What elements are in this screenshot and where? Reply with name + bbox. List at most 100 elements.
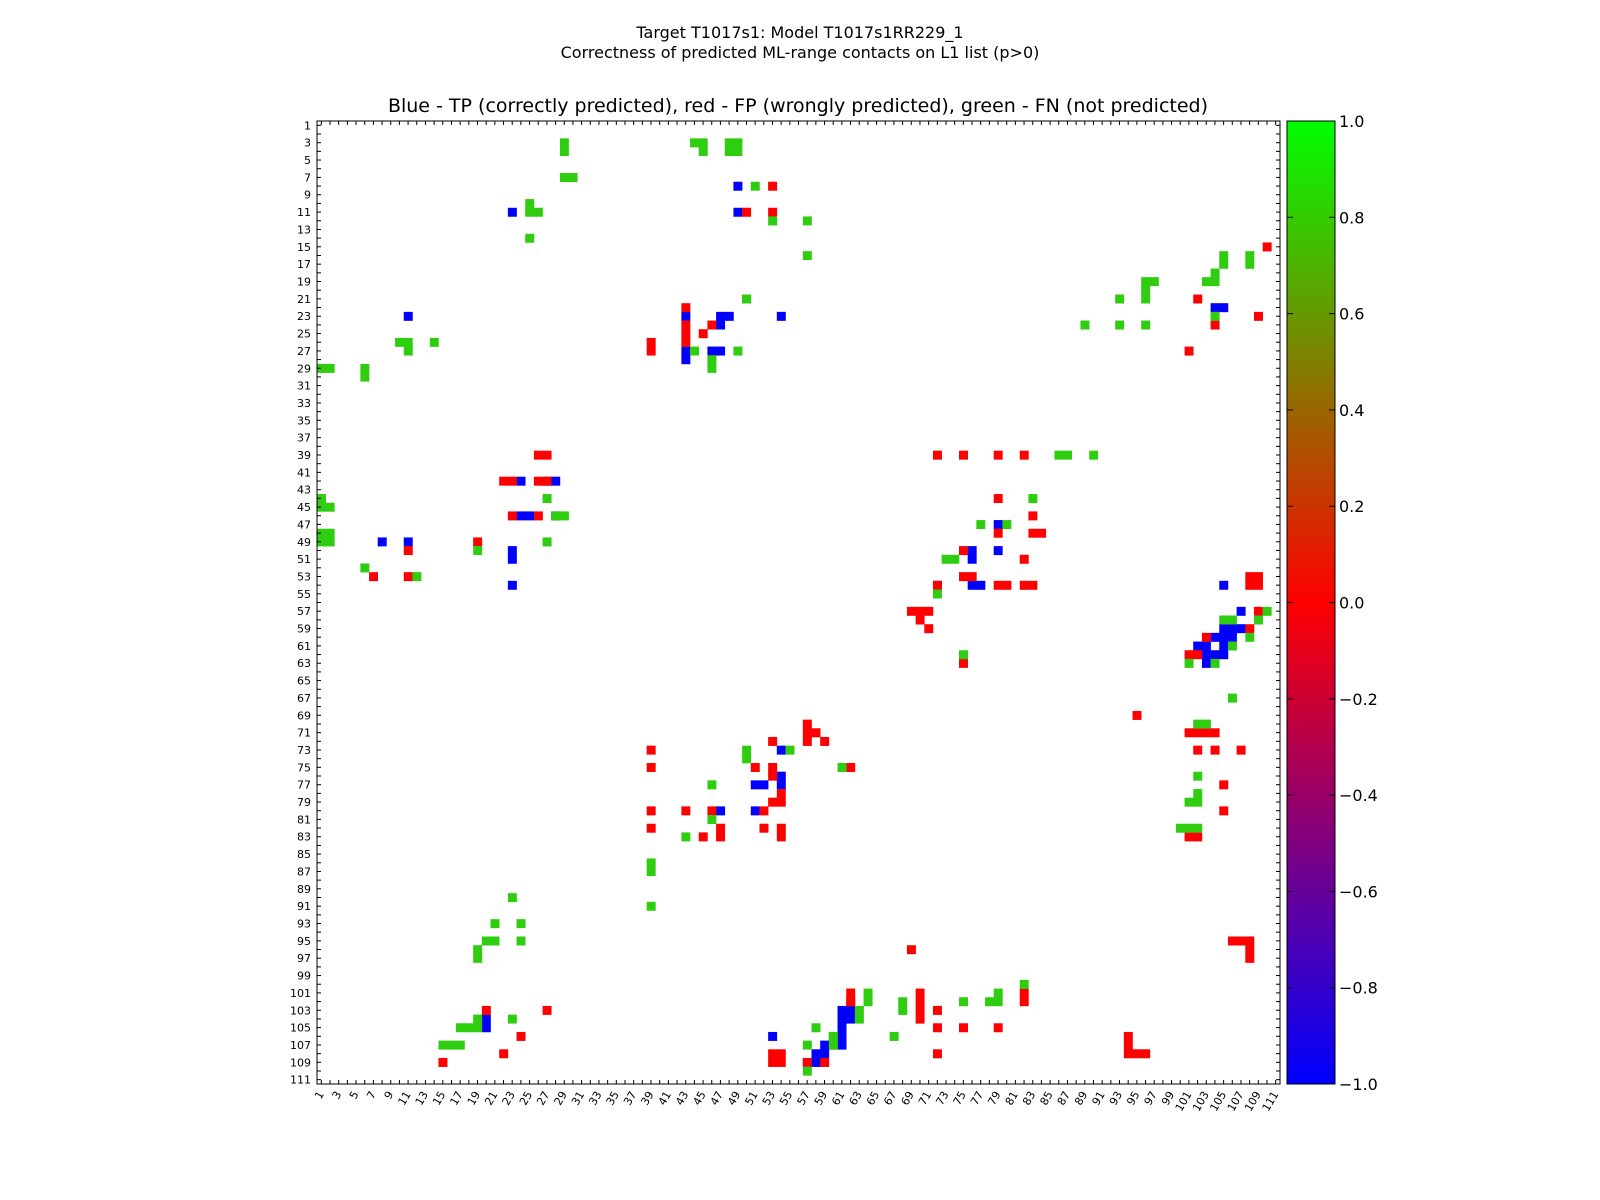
- fn-cell: [837, 763, 847, 772]
- fp-cell: [1245, 936, 1255, 946]
- tp-cell: [1236, 606, 1246, 616]
- x-tick-label: 111: [1260, 1089, 1282, 1114]
- tp-cell: [837, 1040, 847, 1050]
- fp-cell: [993, 1023, 1003, 1033]
- fp-cell: [915, 606, 925, 616]
- tp-cell: [993, 520, 1003, 530]
- fp-cell: [1253, 311, 1263, 321]
- tp-cell: [551, 476, 561, 486]
- fp-cell: [768, 181, 778, 191]
- x-tick-label: 19: [465, 1089, 483, 1108]
- fp-cell: [1262, 242, 1272, 252]
- fn-cell: [724, 138, 734, 148]
- tp-cell: [1201, 650, 1211, 660]
- tp-cell: [707, 346, 717, 356]
- fp-cell: [846, 763, 856, 772]
- y-tick-label: 99: [297, 970, 311, 983]
- fp-cell: [776, 789, 786, 799]
- tp-cell: [776, 771, 786, 781]
- y-tick-label: 17: [297, 258, 311, 271]
- tp-cell: [811, 1049, 821, 1059]
- fn-cell: [516, 936, 526, 946]
- colorbar-tick-label: −0.6: [1339, 882, 1378, 901]
- colorbar-gradient: [1286, 120, 1336, 1085]
- y-tick-label: 83: [297, 831, 311, 844]
- y-tick-label: 31: [297, 380, 311, 393]
- fn-cell: [403, 346, 413, 356]
- x-tick-label: 65: [864, 1089, 882, 1108]
- x-tick-label: 75: [951, 1089, 969, 1108]
- colorbar-tick-label: 0.8: [1339, 208, 1364, 227]
- y-tick-label: 69: [297, 709, 311, 722]
- fp-cell: [802, 1057, 812, 1067]
- suptitle-line-1: Target T1017s1: Model T1017s1RR229_1: [635, 23, 963, 43]
- x-tick-label: 11: [395, 1089, 413, 1108]
- fn-cell: [1227, 641, 1237, 651]
- tp-cell: [1219, 580, 1229, 590]
- fn-cell: [1115, 320, 1125, 330]
- fp-cell: [1123, 1031, 1133, 1041]
- fp-cell: [1201, 632, 1211, 642]
- x-tick-label: 51: [742, 1089, 760, 1108]
- fp-cell: [698, 832, 708, 842]
- y-tick-label: 49: [297, 536, 311, 549]
- fp-cell: [403, 546, 413, 556]
- fp-cell: [646, 337, 656, 347]
- fn-cell: [950, 554, 960, 564]
- fn-cell: [1253, 615, 1263, 625]
- y-tick-label: 57: [297, 605, 311, 618]
- tp-cell: [846, 1005, 856, 1015]
- y-tick-label: 43: [297, 484, 311, 497]
- y-tick-label: 87: [297, 865, 311, 878]
- fn-cell: [429, 337, 439, 347]
- fp-cell: [924, 624, 934, 634]
- x-tick-label: 13: [413, 1089, 431, 1108]
- y-tick-label: 25: [297, 328, 311, 341]
- fn-cell: [854, 1014, 864, 1024]
- y-tick-label: 89: [297, 883, 311, 896]
- tp-cell: [716, 311, 726, 321]
- y-tick-label: 107: [290, 1039, 311, 1052]
- fp-cell: [768, 1057, 778, 1067]
- y-tick-label: 53: [297, 571, 311, 584]
- fp-cell: [681, 337, 691, 347]
- x-tick-label: 71: [916, 1089, 934, 1108]
- fp-cell: [1019, 450, 1029, 460]
- fn-cell: [707, 355, 717, 365]
- y-tick-label: 109: [290, 1056, 311, 1069]
- fn-cell: [941, 554, 951, 564]
- fn-cell: [802, 216, 812, 226]
- y-axis-tick-labels: 1357911131517192123252729313335373941434…: [290, 119, 311, 1086]
- fp-cell: [776, 1057, 786, 1067]
- fn-cell: [802, 251, 812, 261]
- tp-cell: [507, 554, 517, 564]
- x-tick-label: 27: [534, 1089, 552, 1108]
- fn-cell: [317, 502, 326, 512]
- fp-cell: [1141, 1049, 1151, 1059]
- fn-cell: [828, 1040, 838, 1050]
- fp-cell: [542, 476, 552, 486]
- colorbar: 1.0 0.8 0.6 0.4 0.2 0.0 −0.2 −0.4 −0.6 −0.8 −1.0: [1286, 112, 1378, 1094]
- tp-cell: [716, 806, 726, 816]
- fp-cell: [1193, 294, 1203, 304]
- fn-cell: [1002, 520, 1012, 530]
- x-tick-label: 15: [430, 1089, 448, 1108]
- tp-cell: [993, 546, 1003, 556]
- fp-cell: [698, 329, 708, 339]
- tp-cell: [481, 1023, 491, 1033]
- fp-cell: [542, 450, 552, 460]
- fn-cell: [976, 520, 986, 530]
- x-tick-label: 39: [638, 1089, 656, 1108]
- fp-cell: [369, 572, 379, 582]
- fn-cell: [750, 181, 760, 191]
- fp-cell: [1210, 745, 1220, 755]
- fp-cell: [959, 1023, 968, 1033]
- colorbar-tick-label: 0.6: [1339, 305, 1364, 324]
- y-tick-label: 81: [297, 813, 311, 826]
- x-tick-label: 1: [312, 1089, 327, 1102]
- tp-cell: [403, 537, 413, 547]
- fn-cell: [1227, 615, 1237, 625]
- fn-cell: [733, 147, 743, 157]
- fp-cell: [768, 1049, 778, 1059]
- fn-cell: [690, 138, 700, 148]
